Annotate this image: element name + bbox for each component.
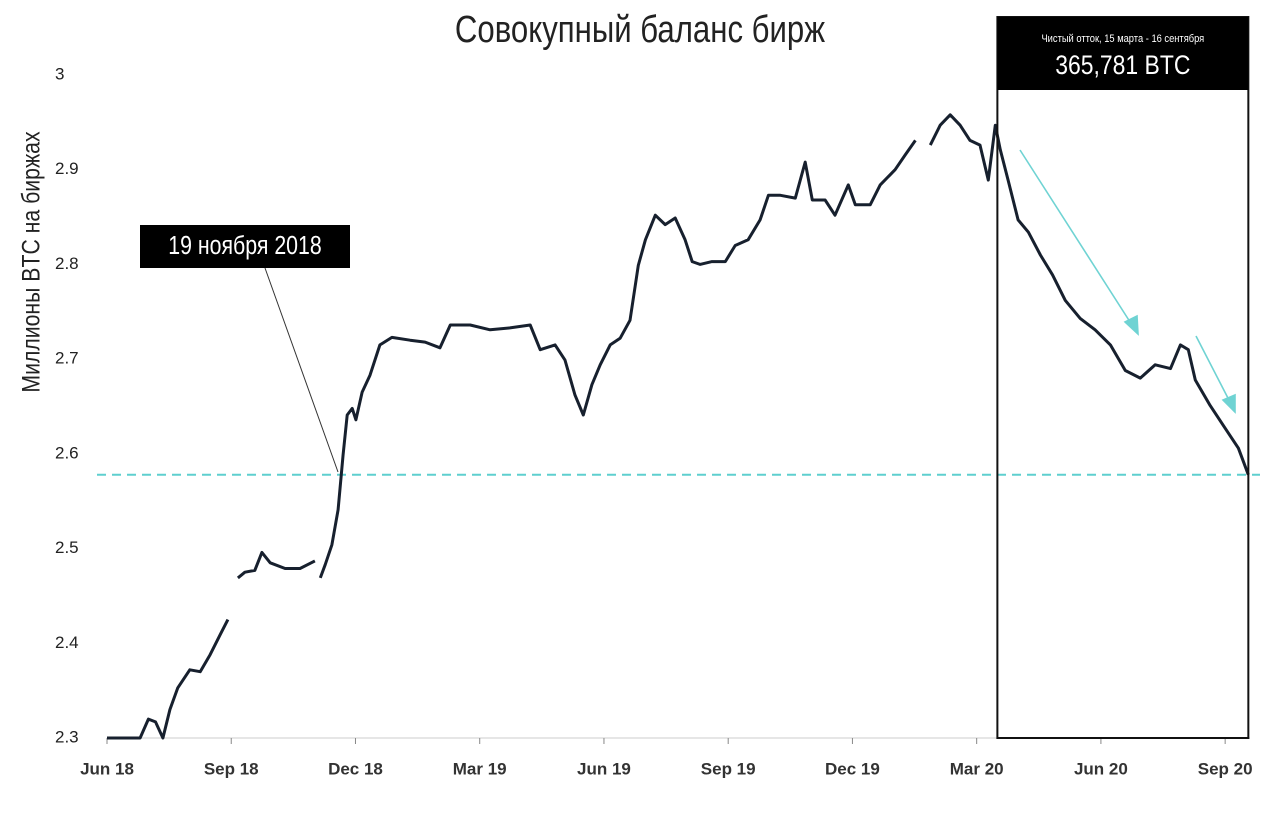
highlight-caption: Чистый отток, 15 марта - 16 сентября: [1041, 32, 1204, 45]
y-tick-label: 2.4: [55, 633, 79, 652]
y-tick-label: 2.6: [55, 443, 79, 462]
y-tick-label: 2.8: [55, 254, 79, 273]
x-tick-label: Sep 18: [204, 759, 259, 778]
y-axis-label: Миллионы BTC на биржах: [17, 131, 45, 393]
x-tick-label: Sep 19: [701, 759, 756, 778]
y-tick-label: 2.9: [55, 159, 79, 178]
x-tick-label: Sep 20: [1198, 759, 1253, 778]
y-tick-label: 2.3: [55, 727, 79, 746]
x-tick-label: Jun 18: [80, 759, 134, 778]
arrow: [1019, 149, 1133, 326]
y-tick-label: 2.5: [55, 538, 79, 557]
chart-title: Совокупный баланс бирж: [455, 9, 826, 51]
annotation-box: [140, 225, 350, 268]
x-tick-label: Mar 19: [453, 759, 507, 778]
highlight-value: 365,781 BTC: [1055, 50, 1190, 80]
highlight-frame: [996, 16, 1250, 739]
x-tick-label: Jun 19: [577, 759, 631, 778]
arrow-head: [1221, 393, 1236, 414]
x-tick-label: Jun 20: [1074, 759, 1128, 778]
annotation-text: 19 ноября 2018: [168, 231, 321, 261]
data-line: [107, 113, 1250, 740]
annotation-pointer: [264, 267, 339, 473]
arrow-head: [1123, 314, 1139, 336]
x-tick-label: Mar 20: [950, 759, 1004, 778]
arrow: [1195, 335, 1231, 403]
x-tick-label: Dec 19: [825, 759, 880, 778]
highlight-header: [997, 17, 1249, 90]
trend-arrows: [1019, 149, 1236, 414]
y-tick-label: 3: [55, 64, 64, 83]
y-tick-label: 2.7: [55, 349, 79, 368]
x-tick-label: Dec 18: [328, 759, 383, 778]
